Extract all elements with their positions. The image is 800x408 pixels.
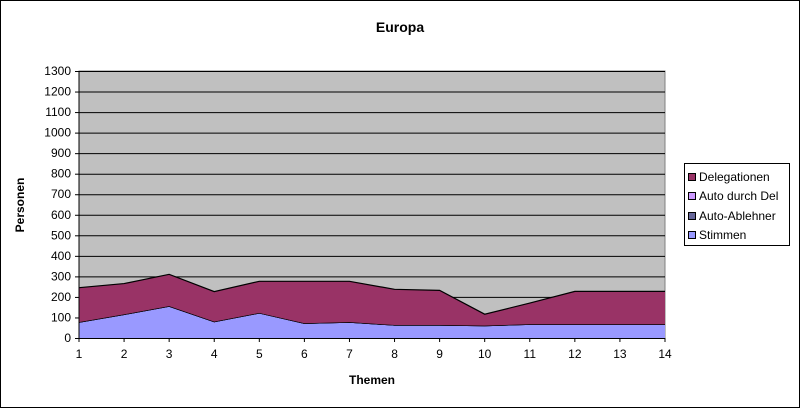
x-tick-label: 9: [436, 347, 443, 361]
y-tick-label: 1300: [44, 64, 71, 78]
y-tick-label: 700: [51, 187, 71, 201]
y-tick-label: 400: [51, 249, 71, 263]
chart-title: Europa: [375, 19, 425, 35]
legend-swatch-icon: [688, 192, 696, 201]
x-tick-label: 12: [568, 347, 582, 361]
y-tick-label: 800: [51, 167, 71, 181]
x-tick-label: 7: [346, 347, 353, 361]
x-tick-label: 2: [121, 347, 128, 361]
y-tick-label: 100: [51, 310, 71, 324]
x-tick-label: 14: [658, 347, 672, 361]
legend-item-delegationen: Delegationen: [685, 167, 789, 187]
legend-label: Delegationen: [699, 169, 770, 184]
legend-label: Stimmen: [699, 228, 747, 243]
x-tick-label: 10: [478, 347, 492, 361]
y-tick-label: 1100: [45, 105, 71, 119]
legend-swatch-icon: [688, 231, 696, 240]
legend-item-auto-durch-del: Auto durch Del: [685, 187, 789, 207]
y-tick-label: 200: [51, 290, 71, 304]
x-axis-label: Themen: [348, 373, 396, 387]
legend-swatch-icon: [688, 172, 696, 181]
legend-swatch-icon: [688, 211, 696, 220]
x-tick-label: 11: [524, 347, 537, 361]
x-tick-label: 1: [76, 347, 83, 361]
x-tick-label: 3: [166, 347, 173, 361]
legend-item-auto-ablehner: Auto-Ablehner: [685, 206, 789, 226]
area-outline: [78, 273, 665, 315]
y-tick-label: 1000: [44, 126, 71, 140]
legend-label: Auto-Ablehner: [699, 208, 776, 223]
x-tick-label: 8: [391, 347, 398, 361]
area-stimmen: [79, 306, 665, 338]
y-tick-label: 300: [51, 269, 71, 283]
x-tick-label: 13: [613, 347, 627, 361]
legend-item-stimmen: Stimmen: [685, 226, 789, 246]
y-tick-label: 1200: [44, 85, 71, 99]
y-tick-label: 600: [51, 208, 71, 222]
x-tick-label: 5: [256, 347, 263, 361]
y-tick-label: 0: [64, 331, 71, 345]
x-tick-label: 6: [301, 347, 308, 361]
area-delegationen: [79, 274, 665, 326]
legend: Delegationen Auto durch Del Auto-Ablehne…: [684, 163, 790, 246]
y-tick-label: 500: [51, 228, 71, 242]
x-tick-label: 4: [211, 347, 218, 361]
legend-label: Auto durch Del: [699, 189, 779, 204]
y-tick-label: 900: [51, 146, 71, 160]
